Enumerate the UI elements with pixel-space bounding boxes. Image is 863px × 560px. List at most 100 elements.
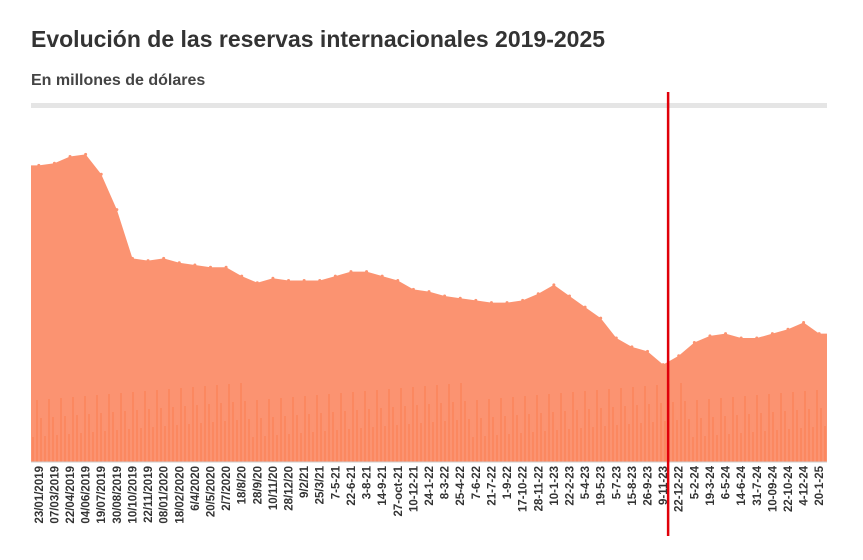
data-point bbox=[489, 301, 493, 305]
x-tick-label: 4-12-24 bbox=[799, 465, 811, 505]
data-point bbox=[365, 270, 369, 274]
data-point bbox=[458, 296, 462, 300]
data-point bbox=[739, 336, 743, 340]
data-point bbox=[146, 259, 150, 263]
x-tick-label: 1-9-22 bbox=[502, 466, 514, 499]
data-point bbox=[708, 334, 712, 338]
data-point bbox=[427, 290, 431, 294]
x-tick-label: 20/5/2020 bbox=[205, 466, 217, 517]
x-tick-label: 2/7/2020 bbox=[221, 466, 233, 511]
data-point bbox=[333, 274, 337, 278]
data-point bbox=[99, 172, 103, 176]
data-point bbox=[786, 327, 790, 331]
x-tick-label: 5-7-23 bbox=[611, 466, 623, 499]
data-point bbox=[380, 274, 384, 278]
x-tick-label: 24-1-22 bbox=[424, 466, 436, 506]
x-tick-label: 8-3-22 bbox=[440, 466, 452, 499]
data-point bbox=[677, 354, 681, 358]
data-point bbox=[521, 298, 525, 302]
x-tick-label: 28/9/20 bbox=[252, 466, 264, 504]
data-point bbox=[817, 332, 821, 336]
data-point bbox=[630, 345, 634, 349]
x-tick-label: 08/01/2020 bbox=[159, 466, 171, 524]
data-point bbox=[474, 298, 478, 302]
data-point bbox=[349, 270, 353, 274]
x-tick-label: 07/03/2019 bbox=[49, 466, 61, 524]
x-tick-label: 6/4/2020 bbox=[190, 466, 202, 511]
data-point bbox=[536, 292, 540, 296]
x-tick-label: 21-7-22 bbox=[486, 466, 498, 506]
data-point bbox=[287, 279, 291, 283]
x-tick-label: 22/04/2019 bbox=[65, 466, 77, 524]
x-axis-ticks: 23/01/2019 07/03/2019 22/04/2019 04/06/2019… bbox=[34, 465, 826, 523]
x-tick-label: 28-11-22 bbox=[533, 466, 545, 511]
x-tick-label: 17-10-22 bbox=[518, 466, 530, 512]
data-point bbox=[583, 305, 587, 309]
data-point bbox=[193, 263, 197, 267]
x-tick-label: 28/12/20 bbox=[284, 466, 296, 511]
x-tick-label: 20-1-25 bbox=[814, 465, 826, 505]
data-point bbox=[271, 276, 275, 280]
data-point bbox=[646, 349, 650, 353]
data-point bbox=[661, 363, 665, 367]
x-tick-label: 19-5-23 bbox=[596, 466, 608, 506]
x-tick-label: 23/01/2019 bbox=[34, 466, 46, 524]
x-tick-label: 14-9-21 bbox=[377, 465, 389, 505]
x-tick-label: 7-6-22 bbox=[471, 466, 483, 499]
x-tick-label: 26-9-23 bbox=[643, 466, 655, 506]
data-point bbox=[52, 161, 56, 165]
x-tick-label: 5-4-23 bbox=[580, 466, 592, 499]
x-tick-label: 10-12-21 bbox=[408, 465, 420, 512]
data-point bbox=[224, 265, 228, 269]
chart-title: Evolución de las reservas internacionale… bbox=[31, 26, 606, 52]
x-tick-label: 10-09-24 bbox=[767, 465, 779, 512]
data-point bbox=[724, 332, 728, 336]
area-texture bbox=[32, 383, 826, 462]
x-tick-label: 15-8-23 bbox=[627, 466, 639, 506]
chart-subtitle: En millones de dólares bbox=[31, 72, 206, 89]
data-point bbox=[37, 163, 41, 167]
x-tick-label: 7-5-21 bbox=[330, 465, 342, 499]
x-tick-label: 19-3-24 bbox=[705, 465, 717, 505]
x-tick-label: 18/8/20 bbox=[237, 466, 249, 504]
data-point bbox=[443, 294, 447, 298]
x-tick-label: 25/3/21 bbox=[315, 465, 327, 504]
data-point bbox=[240, 274, 244, 278]
x-tick-label: 5-2-24 bbox=[689, 465, 701, 499]
x-tick-label: 14-6-24 bbox=[736, 465, 748, 505]
x-tick-label: 18/02/2020 bbox=[174, 466, 186, 524]
x-tick-label: 6-5-24 bbox=[721, 465, 733, 499]
data-point bbox=[318, 279, 322, 283]
x-tick-label: 04/06/2019 bbox=[81, 466, 93, 524]
data-point bbox=[162, 256, 166, 260]
data-point bbox=[115, 208, 119, 212]
x-tick-label: 3-8-21 bbox=[362, 465, 374, 499]
x-tick-label: 31-7-24 bbox=[752, 465, 764, 505]
x-tick-label: 22/11/2019 bbox=[143, 466, 155, 523]
data-point bbox=[755, 336, 759, 340]
data-point bbox=[130, 256, 134, 260]
data-point bbox=[84, 152, 88, 156]
data-point bbox=[255, 281, 259, 285]
x-tick-label: 27-oct-21 bbox=[393, 465, 405, 516]
data-point bbox=[599, 316, 603, 320]
x-tick-label: 10/10/2019 bbox=[127, 466, 139, 524]
data-point bbox=[692, 340, 696, 344]
data-point bbox=[614, 336, 618, 340]
data-point bbox=[567, 294, 571, 298]
x-tick-label: 30/08/2019 bbox=[112, 466, 124, 524]
data-point bbox=[770, 332, 774, 336]
data-point bbox=[505, 301, 509, 305]
data-point bbox=[802, 321, 806, 325]
series-area bbox=[31, 154, 827, 462]
x-tick-label: 19/07/2019 bbox=[96, 466, 108, 524]
x-tick-label: 22-6-21 bbox=[346, 465, 358, 505]
x-tick-label: 10/11/20 bbox=[268, 466, 280, 510]
data-point bbox=[68, 155, 72, 159]
data-point bbox=[177, 261, 181, 265]
data-point bbox=[396, 279, 400, 283]
x-tick-label: 9/2/21 bbox=[299, 465, 311, 498]
x-tick-label: 22-12-22 bbox=[674, 466, 686, 512]
data-point bbox=[302, 279, 306, 283]
header-divider bbox=[31, 103, 827, 108]
